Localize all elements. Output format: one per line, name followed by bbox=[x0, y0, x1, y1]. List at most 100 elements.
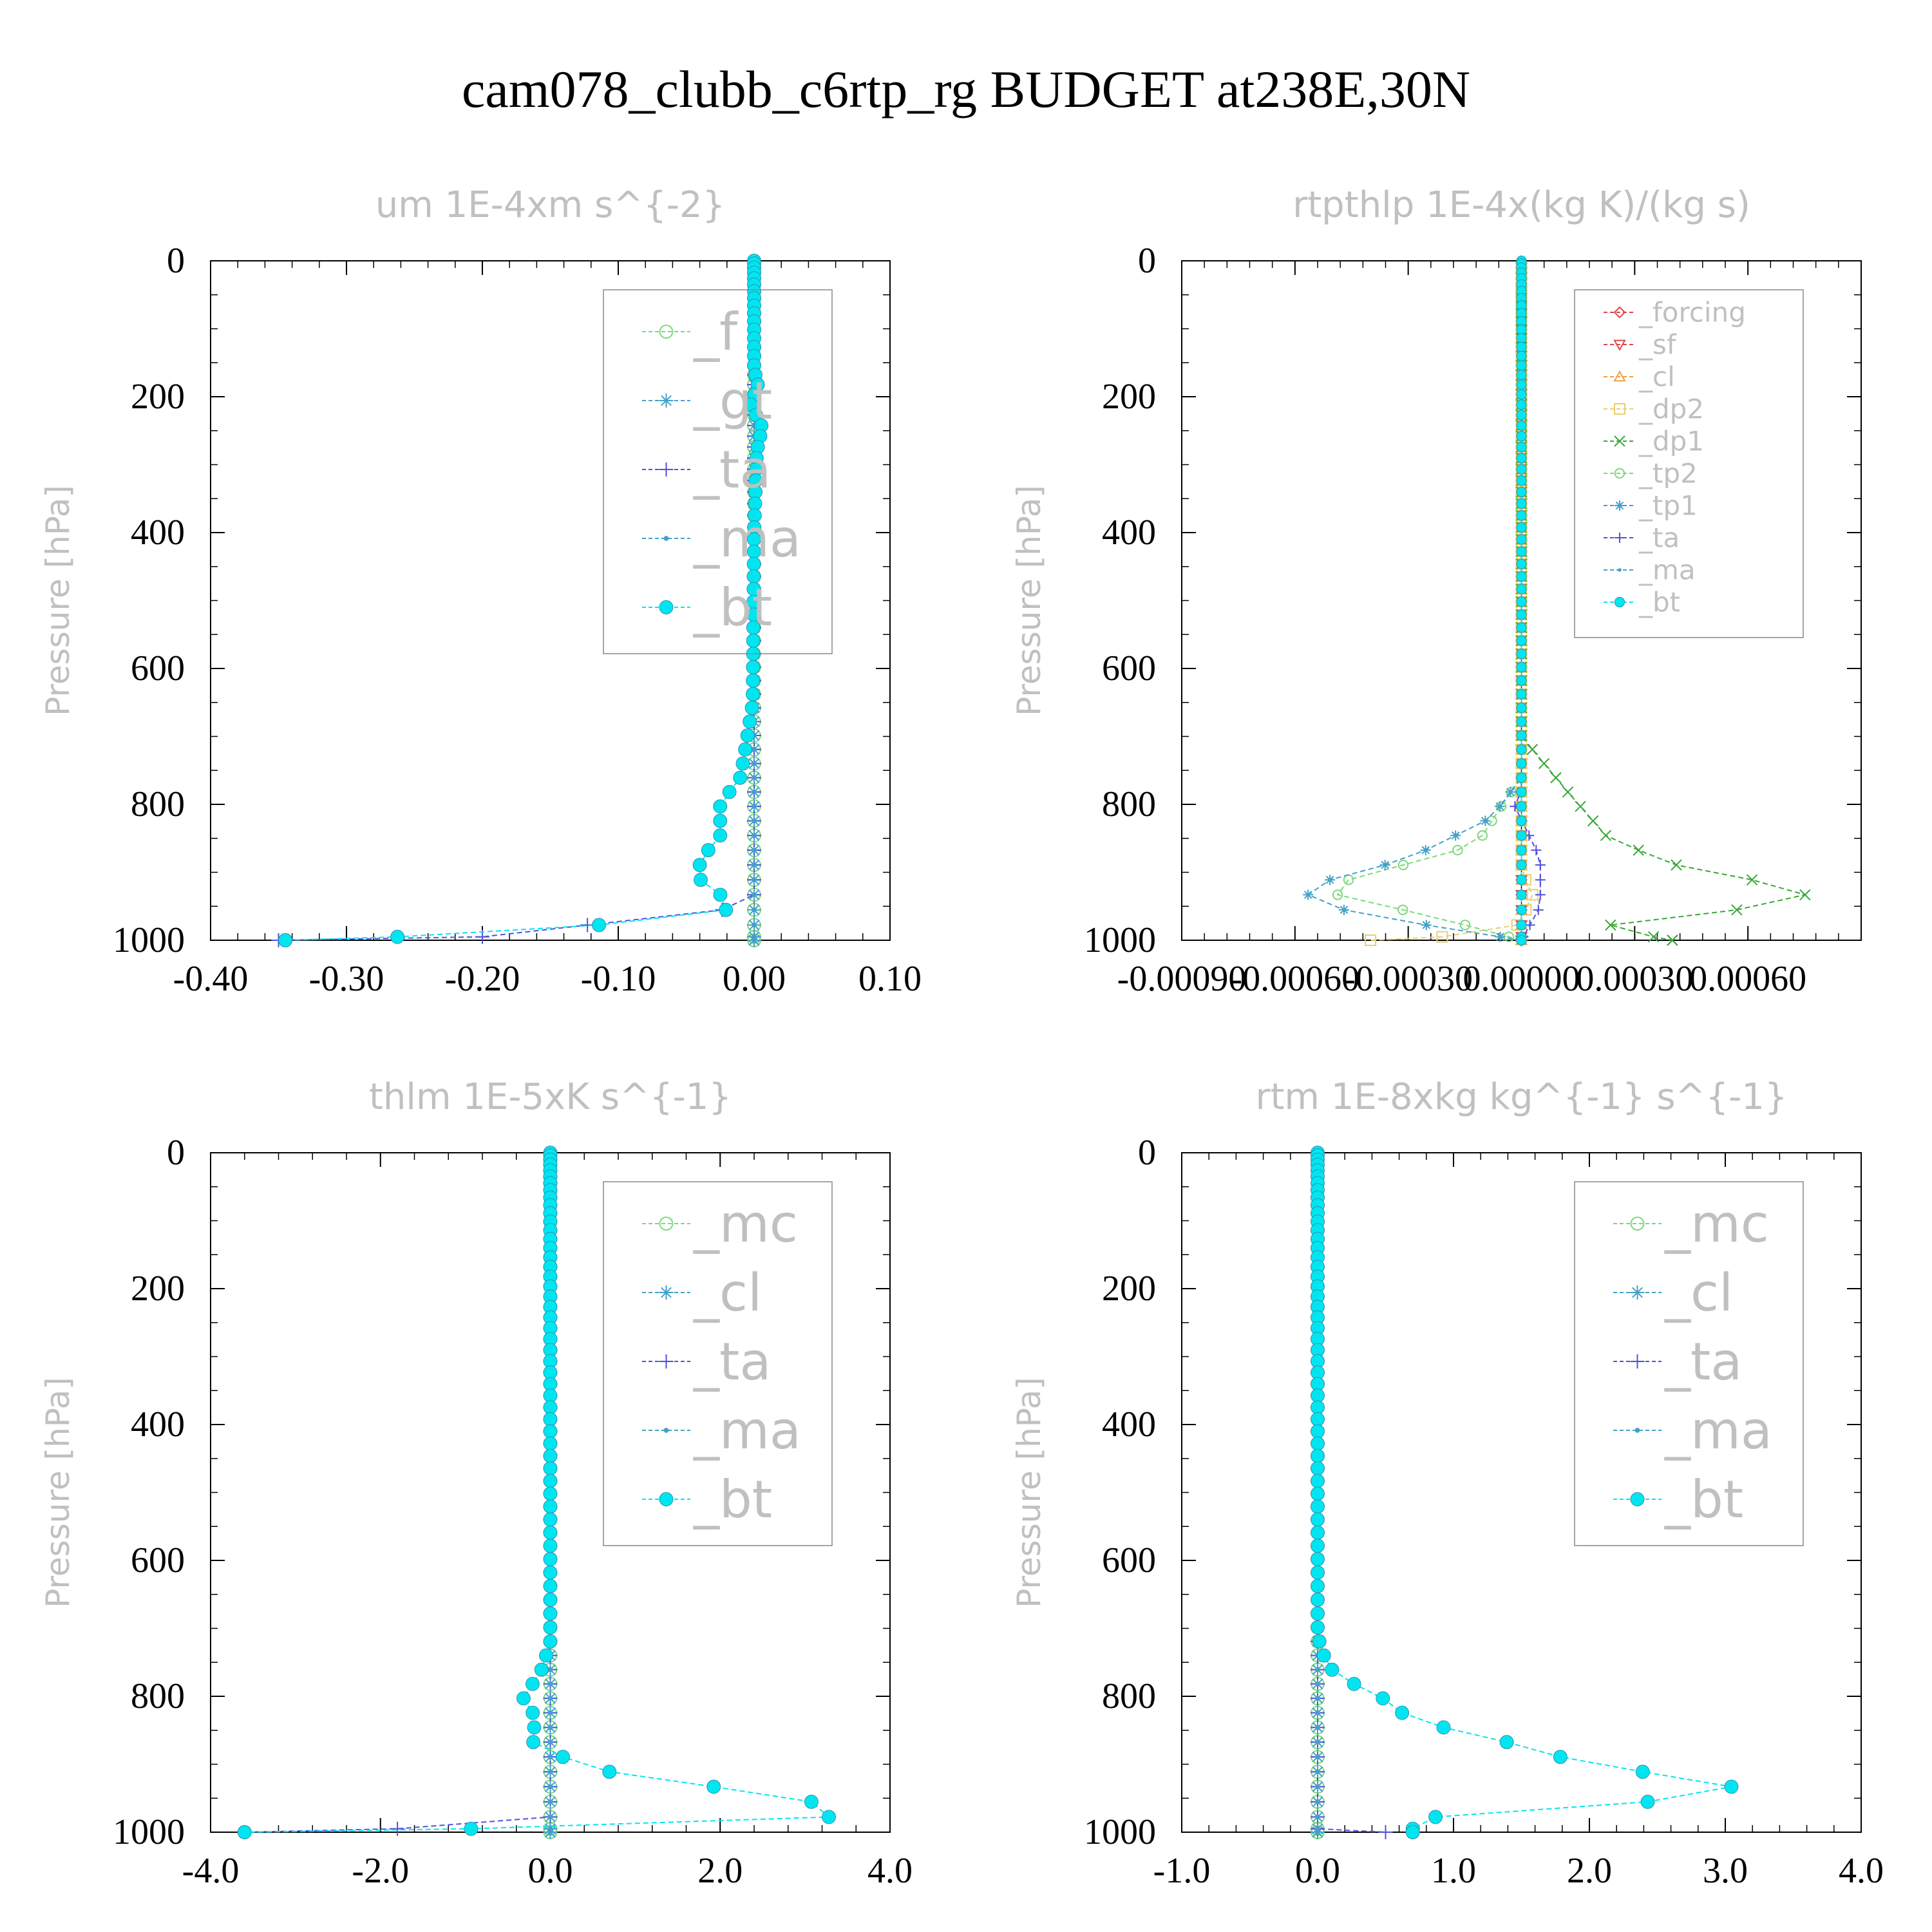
figure-title: cam078_clubb_c6rtp_rg BUDGET at238E,30N bbox=[461, 60, 1471, 118]
legend-marker bbox=[1615, 500, 1625, 511]
data-point bbox=[1379, 860, 1390, 871]
data-point bbox=[752, 892, 757, 898]
data-point bbox=[1516, 399, 1527, 410]
data-point bbox=[1315, 1725, 1320, 1730]
x-tick-label: -0.40 bbox=[173, 959, 249, 999]
legend-label: _ta bbox=[693, 1332, 771, 1392]
data-point bbox=[1311, 1461, 1325, 1475]
data-point bbox=[1311, 1412, 1325, 1426]
data-point bbox=[1311, 1448, 1325, 1463]
data-point bbox=[1311, 1578, 1325, 1593]
data-point bbox=[746, 687, 760, 701]
series-ta bbox=[1510, 261, 1546, 945]
y-tick-label: 400 bbox=[131, 513, 185, 553]
legend-marker bbox=[659, 1492, 674, 1506]
legend-label: _dp1 bbox=[1638, 426, 1704, 457]
data-point bbox=[526, 1705, 540, 1720]
data-point bbox=[1325, 1662, 1340, 1677]
data-point bbox=[752, 907, 757, 913]
legend-label: _ma bbox=[693, 509, 801, 569]
data-point bbox=[556, 1750, 570, 1765]
legend-label: _tp1 bbox=[1638, 490, 1698, 522]
series-line bbox=[244, 1153, 551, 1833]
legend-marker bbox=[1613, 306, 1626, 319]
data-point bbox=[1477, 830, 1488, 841]
data-point bbox=[543, 1565, 558, 1580]
x-tick-label: 0.00030 bbox=[1576, 959, 1693, 999]
legend-label: _ta bbox=[1638, 522, 1680, 554]
legend-label: _ma bbox=[693, 1401, 801, 1461]
y-tick-label: 800 bbox=[1102, 1676, 1156, 1716]
data-point bbox=[1311, 1593, 1325, 1607]
data-point bbox=[735, 756, 750, 771]
data-point bbox=[543, 1473, 558, 1488]
data-point bbox=[1316, 1648, 1331, 1663]
legend-box bbox=[1574, 1181, 1804, 1546]
data-point bbox=[1495, 931, 1506, 942]
data-point bbox=[1311, 1565, 1325, 1580]
y-tick-label: 400 bbox=[1102, 1405, 1156, 1444]
data-point bbox=[1516, 510, 1527, 521]
data-point bbox=[1494, 801, 1505, 812]
data-point bbox=[1724, 1779, 1739, 1794]
data-point bbox=[692, 858, 707, 873]
legend-box bbox=[1574, 289, 1804, 638]
x-tick-label: 2.0 bbox=[1567, 1851, 1612, 1891]
data-point bbox=[1315, 1754, 1320, 1759]
data-point bbox=[543, 1436, 558, 1451]
x-tick-label: 0.0 bbox=[528, 1851, 573, 1891]
data-point bbox=[1516, 522, 1527, 533]
x-tick-label: 1.0 bbox=[1431, 1851, 1476, 1891]
data-point bbox=[1343, 875, 1354, 886]
legend: _f _gt _ta _ma _bt bbox=[603, 289, 833, 654]
data-point bbox=[547, 1696, 553, 1701]
series-ta bbox=[237, 1152, 558, 1839]
data-point bbox=[543, 1606, 558, 1621]
series-ta bbox=[271, 260, 761, 947]
y-tick-label: 0 bbox=[1138, 241, 1156, 281]
data-point bbox=[752, 833, 757, 838]
data-point bbox=[1516, 716, 1527, 727]
data-point bbox=[547, 1814, 553, 1820]
data-point bbox=[1347, 1676, 1361, 1691]
data-point bbox=[543, 1525, 558, 1540]
y-tick-label: 1000 bbox=[1084, 920, 1156, 960]
data-point bbox=[543, 1400, 558, 1415]
data-point bbox=[1450, 830, 1461, 841]
data-point bbox=[1516, 815, 1527, 826]
data-point bbox=[722, 784, 737, 799]
data-point bbox=[1516, 830, 1527, 841]
data-point bbox=[390, 929, 405, 944]
y-tick-label: 200 bbox=[1102, 377, 1156, 417]
legend-marker bbox=[1613, 339, 1626, 352]
data-point bbox=[1421, 920, 1432, 931]
data-point bbox=[1516, 498, 1527, 509]
data-point bbox=[743, 714, 757, 729]
x-tick-label: 0.00000 bbox=[1463, 959, 1580, 999]
x-tick-label: 4.0 bbox=[1839, 1851, 1884, 1891]
data-point bbox=[592, 918, 606, 933]
legend-label: _bt bbox=[693, 578, 772, 638]
data-point bbox=[1459, 920, 1471, 931]
legend-marker bbox=[1634, 1428, 1640, 1433]
panel-title: thlm 1E-5xK s^{-1} bbox=[369, 1076, 732, 1118]
data-point bbox=[1505, 786, 1516, 797]
legend-label: _tp2 bbox=[1638, 458, 1698, 489]
plot-frame bbox=[210, 260, 891, 941]
data-point bbox=[534, 1662, 549, 1677]
data-point bbox=[1516, 596, 1527, 607]
data-point bbox=[543, 1578, 558, 1593]
legend-label: _ta bbox=[693, 440, 771, 500]
legend-marker bbox=[1630, 1354, 1645, 1368]
data-point bbox=[1587, 815, 1599, 827]
data-point bbox=[713, 887, 728, 902]
legend-marker bbox=[1615, 533, 1625, 543]
y-tick-label: 1000 bbox=[113, 1812, 185, 1852]
data-point bbox=[1516, 475, 1527, 486]
data-point bbox=[1312, 1634, 1327, 1649]
data-point bbox=[1516, 675, 1527, 686]
data-point bbox=[822, 1810, 837, 1824]
data-point bbox=[1516, 379, 1527, 390]
data-point bbox=[1746, 874, 1758, 886]
series-line bbox=[285, 261, 762, 941]
